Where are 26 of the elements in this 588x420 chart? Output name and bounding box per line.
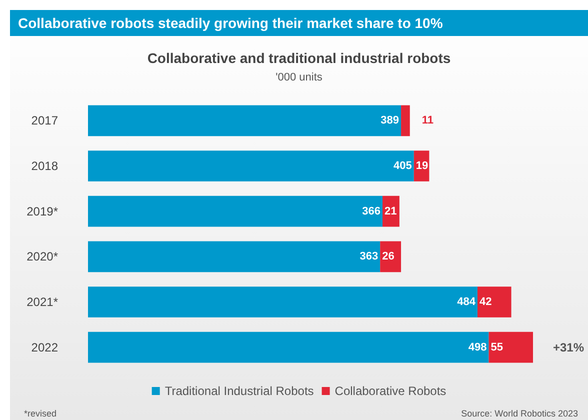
data-label: 42	[479, 296, 492, 308]
y-tick-label: 2017	[31, 114, 58, 128]
data-label: 498	[468, 341, 487, 354]
data-label: 26	[382, 250, 394, 263]
data-label: 19	[416, 160, 428, 172]
legend-label: Traditional Industrial Robots	[164, 384, 314, 398]
annotation: +31%	[553, 340, 584, 354]
data-label: 363	[360, 250, 378, 263]
y-tick-label: 2022	[31, 340, 58, 354]
y-tick-label: 2020*	[26, 250, 58, 264]
data-label: 11	[422, 114, 434, 127]
data-label: 366	[362, 205, 381, 218]
y-tick-label: 2019*	[26, 204, 58, 218]
legend-label: Collaborative Robots	[334, 384, 446, 398]
data-label: 21	[384, 205, 397, 218]
data-label: 55	[490, 341, 503, 354]
chart-title: Collaborative robots steadily growing their market share to 10%	[10, 10, 588, 36]
chart-subtitle: Collaborative and traditional industrial robots	[147, 50, 451, 66]
source-note: Source: World Robotics 2023	[461, 408, 578, 418]
data-label: 389	[380, 114, 400, 127]
text: '000 units	[276, 72, 323, 84]
data-label: 484	[457, 296, 476, 308]
y-tick-label: 2018	[31, 159, 58, 173]
data-label: 405	[394, 160, 412, 172]
text: *revised	[24, 408, 57, 418]
y-tick-label: 2021*	[26, 295, 58, 309]
